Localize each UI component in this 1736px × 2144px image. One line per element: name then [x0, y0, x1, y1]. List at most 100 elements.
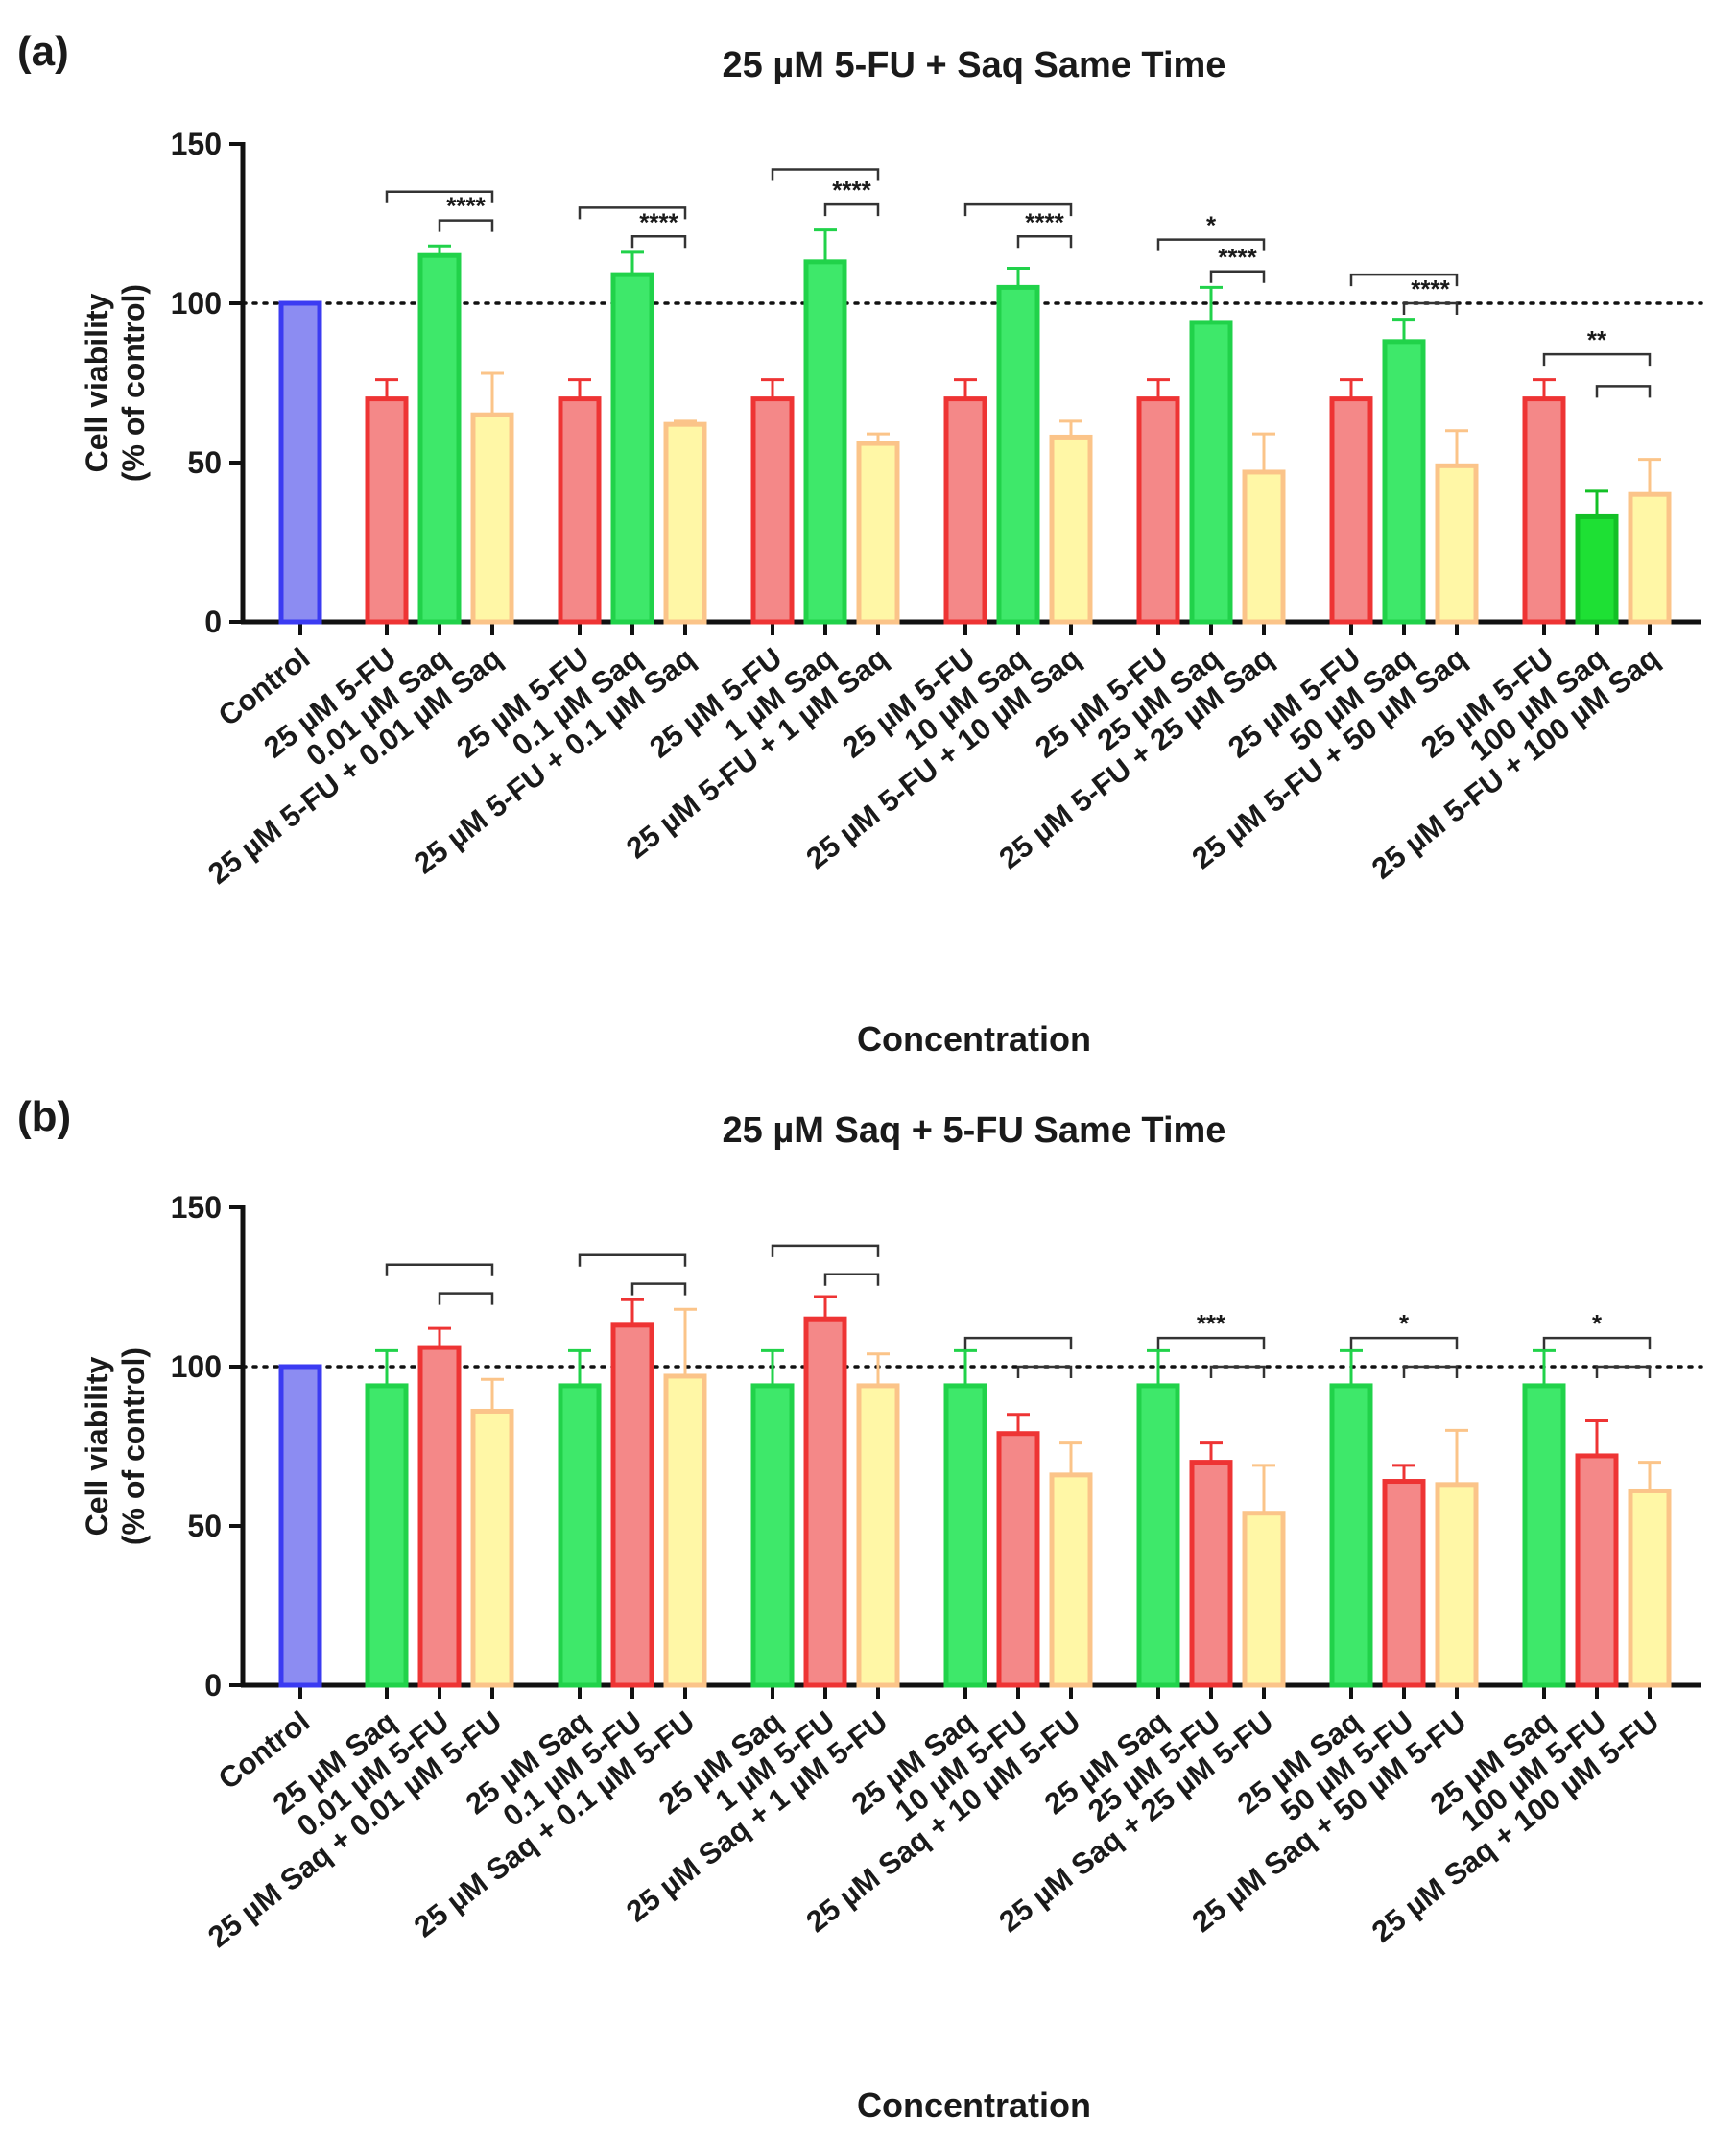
bar-combo	[1628, 491, 1672, 625]
bar-saq	[1136, 1383, 1180, 1688]
bar-control	[278, 300, 322, 625]
bar-fu	[1329, 396, 1373, 625]
significance-bracket	[438, 219, 494, 232]
y-tick-label: 50	[187, 445, 222, 480]
bar-saq_dark	[1575, 513, 1619, 625]
bar-fu	[943, 396, 987, 625]
bar-fu	[1522, 396, 1566, 625]
bar-saq	[558, 1383, 602, 1688]
bar-combo	[663, 421, 707, 625]
bar-combo	[1049, 1472, 1093, 1688]
significance-bracket	[385, 1263, 494, 1276]
significance-bracket	[1209, 270, 1266, 283]
bar-saq	[1522, 1383, 1566, 1688]
significance-bracket	[1595, 1365, 1652, 1378]
bar-combo	[470, 1408, 514, 1688]
significance-bracket	[963, 202, 1073, 217]
significance-label: ****	[1411, 274, 1450, 303]
significance-bracket	[1349, 1336, 1459, 1350]
significance-bracket	[771, 168, 880, 181]
significance-bracket	[1156, 238, 1266, 251]
bar-fu	[750, 396, 795, 625]
y-axis-label-line: Cell viability	[80, 1356, 114, 1536]
bar-combo	[1049, 434, 1093, 625]
y-tick-label: 100	[171, 1349, 222, 1384]
significance-bracket	[1209, 1365, 1266, 1378]
significance-label: *	[1206, 211, 1217, 240]
significance-bracket	[438, 1292, 494, 1305]
y-tick-label: 0	[204, 1668, 222, 1703]
significance-label: *	[1592, 1309, 1603, 1338]
bar-combo	[470, 412, 514, 625]
bar-control	[278, 1364, 322, 1688]
y-tick-label: 150	[171, 1190, 222, 1225]
significance-bracket	[823, 202, 880, 217]
significance-bracket	[963, 1336, 1073, 1350]
significance-bracket	[1156, 1336, 1266, 1350]
y-tick-label: 50	[187, 1509, 222, 1543]
chart-title: 25 µM Saq + 5-FU Same Time	[723, 1110, 1226, 1151]
significance-label: **	[1587, 325, 1607, 354]
bar-saq	[365, 1383, 409, 1688]
bar-saq	[1329, 1383, 1373, 1688]
bar-fu	[417, 1345, 462, 1688]
y-tick-label: 100	[171, 286, 222, 321]
significance-bracket	[630, 235, 687, 249]
bar-combo	[1435, 463, 1479, 625]
bar-combo	[1435, 1482, 1479, 1688]
bar-saq	[996, 284, 1040, 625]
panel-label: (a)	[17, 28, 69, 75]
bar-saq	[803, 259, 847, 625]
bar-combo	[1242, 469, 1286, 625]
bar-fu	[365, 396, 409, 625]
significance-bracket	[1542, 352, 1652, 367]
bar-fu	[1575, 1453, 1619, 1688]
y-tick-label: 0	[204, 605, 222, 639]
panel-b: (b) 25 µM Saq + 5-FU Same Time Cell viabil…	[17, 1093, 1703, 2125]
y-axis-label: Cell viability(% of control)	[80, 284, 151, 482]
significance-bracket	[1402, 1365, 1459, 1378]
bar-combo	[663, 1373, 707, 1688]
bar-saq	[750, 1383, 795, 1688]
significance-bracket	[1016, 1365, 1073, 1378]
bar-saq	[943, 1383, 987, 1688]
significance-bracket	[385, 190, 494, 203]
bar-combo	[856, 441, 900, 625]
significance-bracket	[630, 1282, 687, 1296]
bar-saq	[1382, 339, 1426, 625]
x-axis-title: Concentration	[857, 1019, 1091, 1059]
bar-combo	[856, 1383, 900, 1688]
y-axis-label-line: Cell viability	[80, 293, 114, 472]
bar-fu	[1382, 1479, 1426, 1688]
bar-fu	[803, 1316, 847, 1688]
bar-saq	[1189, 320, 1233, 625]
y-tick-label: 150	[171, 127, 222, 161]
bar-saq	[417, 252, 462, 625]
significance-label: ****	[446, 192, 486, 221]
y-axis-label-line: (% of control)	[116, 1347, 151, 1545]
significance-label: ****	[639, 207, 678, 236]
panel-a: (a) 25 µM 5-FU + Saq Same Time Cell viabil…	[17, 28, 1703, 1059]
bar-fu	[558, 396, 602, 625]
significance-bracket	[578, 1253, 687, 1267]
bar-combo	[1628, 1488, 1672, 1688]
significance-bracket	[771, 1244, 880, 1257]
significance-bracket	[1016, 235, 1073, 249]
x-axis-title: Concentration	[857, 2085, 1091, 2125]
bar-saq	[610, 272, 654, 625]
significance-label: ***	[1197, 1309, 1226, 1338]
bar-fu	[610, 1322, 654, 1688]
significance-label: ****	[1218, 243, 1257, 272]
significance-label: ****	[832, 176, 871, 204]
panel-label: (b)	[17, 1093, 71, 1140]
significance-bracket	[1595, 385, 1652, 398]
significance-bracket	[578, 206, 687, 220]
bar-fu	[1136, 396, 1180, 625]
chart-title: 25 µM 5-FU + Saq Same Time	[723, 45, 1226, 85]
significance-bracket	[1349, 273, 1459, 287]
significance-label: ****	[1025, 207, 1064, 236]
bar-combo	[1242, 1511, 1286, 1688]
significance-bracket	[823, 1273, 880, 1286]
y-axis-label: Cell viability(% of control)	[80, 1347, 151, 1545]
